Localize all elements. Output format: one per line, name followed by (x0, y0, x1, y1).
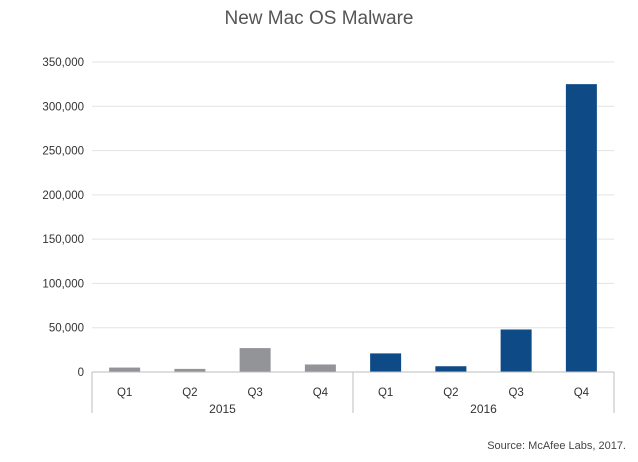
y-tick-label: 250,000 (42, 146, 84, 158)
bar (109, 367, 141, 372)
gridlines (92, 61, 614, 329)
bar (565, 84, 597, 373)
y-tick-label: 100,000 (42, 278, 84, 290)
x-axis: Q1 Q2 Q3 Q4 Q1 Q2 Q3 Q4 2015 2016 (91, 371, 615, 416)
x-tick-label: Q3 (508, 387, 523, 399)
y-tick-label: 0 (78, 367, 84, 379)
source-note: Source: McAfee Labs, 2017. (487, 440, 626, 452)
y-axis-tick-labels: 0 50,000 100,000 150,000 200,000 250,000 300,0… (42, 57, 84, 379)
x-tick-label: Q2 (443, 387, 458, 399)
y-tick-label: 350,000 (42, 57, 84, 69)
x-tick-label: Q2 (182, 387, 197, 399)
y-tick-label: 200,000 (42, 190, 84, 202)
bar (370, 353, 402, 372)
y-tick-label: 300,000 (42, 101, 84, 113)
chart-title: New Mac OS Malware (224, 8, 414, 29)
bars (109, 84, 597, 373)
bar (304, 364, 336, 372)
x-group-label: 2016 (470, 402, 497, 416)
bar (239, 348, 271, 372)
y-tick-label: 50,000 (49, 323, 84, 335)
x-tick-label: Q1 (117, 387, 132, 399)
x-tick-label: Q3 (247, 387, 262, 399)
x-tick-label: Q4 (574, 387, 590, 399)
bar (174, 368, 206, 372)
x-group-label: 2015 (209, 402, 236, 416)
x-tick-label: Q1 (378, 387, 393, 399)
x-tick-label: Q4 (313, 387, 329, 399)
bar (435, 366, 467, 372)
y-tick-label: 150,000 (42, 234, 84, 246)
bar (500, 329, 532, 372)
